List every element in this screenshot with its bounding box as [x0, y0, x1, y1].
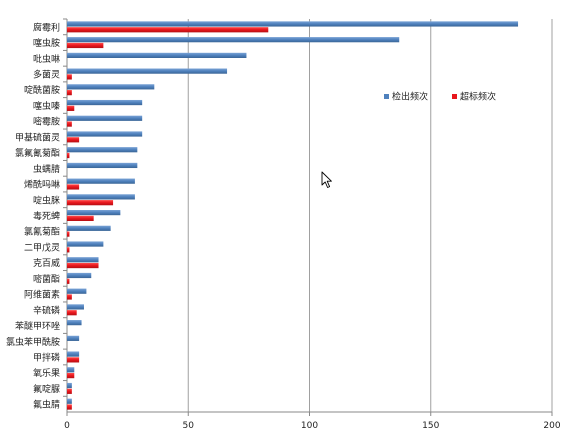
bar-detection	[67, 241, 104, 247]
category-axis: 腐霉利噻虫胺吡虫啉多菌灵啶酰菌胺噻虫嗪嘧霉胺甲基硫菌灵氯氟氰菊酯虫螨腈烯酰吗啉啶…	[6, 21, 60, 410]
bar-detection	[67, 37, 400, 43]
bar-detection	[67, 131, 143, 137]
bar-exceedance	[67, 215, 94, 221]
bar-detection	[67, 351, 80, 357]
bar-detection	[67, 367, 75, 373]
category-label: 噻虫胺	[33, 37, 60, 49]
bar-exceedance	[67, 137, 80, 143]
bar-detection	[67, 194, 135, 200]
category-label: 虫螨腈	[33, 163, 60, 175]
category-label: 氟啶脲	[33, 383, 60, 395]
bar-exceedance	[67, 373, 75, 379]
bar-exceedance	[67, 294, 72, 300]
bar-detection	[67, 304, 84, 310]
category-label: 烯酰吗啉	[24, 179, 60, 191]
bar-exceedance	[67, 278, 70, 284]
bar-exceedance	[67, 90, 72, 96]
category-label: 甲拌磷	[33, 351, 60, 363]
bar-detection	[67, 382, 72, 389]
category-label: 氯虫苯甲酰胺	[6, 336, 60, 348]
legend: 检出频次 超标频次	[384, 91, 496, 103]
category-label: 噻虫嗪	[33, 100, 60, 112]
bar-detection	[67, 162, 138, 169]
legend-label: 检出频次	[392, 91, 428, 103]
bar-exceedance	[67, 184, 80, 190]
bar-detection	[67, 257, 99, 263]
category-label: 嘧霉胺	[33, 116, 60, 128]
bar-detection	[67, 178, 135, 184]
category-label: 氧乐果	[33, 367, 60, 379]
legend-swatch	[384, 94, 389, 99]
bar-exceedance	[67, 247, 70, 253]
category-label: 氯氰菊酯	[24, 226, 60, 238]
bar-detection	[67, 52, 247, 58]
bar-exceedance	[67, 27, 269, 33]
bar-detection	[67, 99, 143, 106]
bar-detection	[67, 147, 138, 153]
category-label: 二甲戊灵	[24, 241, 60, 253]
x-tick-label: 150	[422, 421, 439, 431]
bar-exceedance	[67, 357, 80, 363]
bar-detection	[67, 335, 80, 341]
bar-exceedance	[67, 200, 114, 206]
category-label: 吡虫啉	[33, 53, 60, 65]
bar-exceedance	[67, 388, 72, 394]
bar-exceedance	[67, 121, 72, 127]
bar-detection	[67, 320, 82, 326]
category-label: 啶酰菌胺	[24, 84, 60, 96]
bar-detection	[67, 84, 155, 90]
x-tick-label: 0	[64, 421, 70, 431]
mouse-pointer-shape	[321, 171, 332, 188]
legend-swatch	[452, 94, 457, 99]
category-label: 克百威	[33, 257, 60, 269]
bar-exceedance	[67, 262, 99, 269]
x-tick-label: 100	[301, 421, 318, 431]
bar-detection	[67, 272, 92, 279]
bar-exceedance	[67, 152, 70, 159]
category-label: 氟虫腈	[33, 399, 60, 411]
category-label: 毒死蜱	[33, 210, 60, 222]
bar-detection	[67, 225, 111, 231]
x-tick-label: 50	[183, 421, 195, 431]
legend-label: 超标频次	[460, 91, 496, 103]
grid-layer	[63, 18, 553, 416]
category-label: 腐霉利	[33, 21, 60, 33]
bar-detection	[67, 398, 72, 404]
bar-detection	[67, 21, 519, 27]
bar-exceedance	[67, 105, 75, 111]
bar-detection	[67, 68, 228, 74]
category-label: 啶虫脒	[33, 194, 60, 206]
category-label: 多菌灵	[33, 69, 60, 81]
category-label: 辛硫磷	[33, 304, 60, 316]
x-tick-label: 200	[543, 421, 560, 431]
bar-exceedance	[67, 310, 77, 316]
category-label: 氯氟氰菊酯	[15, 147, 60, 159]
category-label: 苯醚甲环唑	[15, 320, 60, 332]
bar-exceedance	[67, 74, 72, 80]
bars-layer	[67, 21, 519, 410]
value-axis: 0 50 100 150 200	[64, 421, 561, 431]
bar-detection	[67, 115, 143, 121]
mouse-pointer-icon	[321, 171, 332, 188]
bar-detection	[67, 210, 121, 216]
category-label: 嘧菌酯	[33, 273, 60, 285]
category-label: 甲基硫菌灵	[15, 131, 60, 143]
bar-exceedance	[67, 42, 104, 49]
bar-exceedance	[67, 231, 70, 237]
bar-detection	[67, 288, 87, 294]
category-label: 阿维菌素	[24, 289, 60, 301]
bar-exceedance	[67, 404, 72, 410]
